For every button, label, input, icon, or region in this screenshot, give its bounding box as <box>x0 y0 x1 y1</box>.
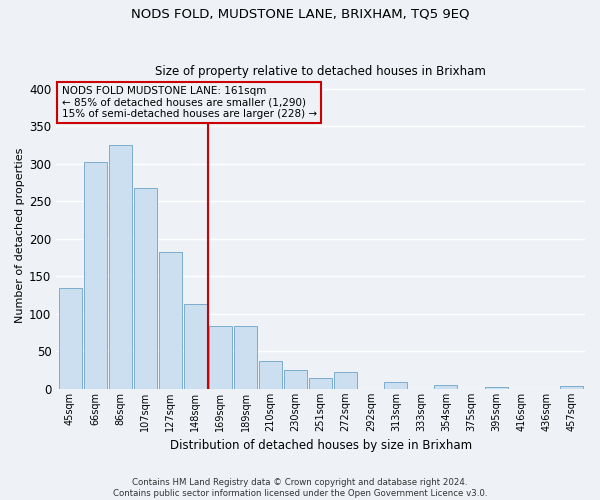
Text: Contains HM Land Registry data © Crown copyright and database right 2024.
Contai: Contains HM Land Registry data © Crown c… <box>113 478 487 498</box>
Bar <box>560 386 583 389</box>
Bar <box>485 388 508 389</box>
Y-axis label: Number of detached properties: Number of detached properties <box>15 148 25 322</box>
Title: Size of property relative to detached houses in Brixham: Size of property relative to detached ho… <box>155 66 486 78</box>
Bar <box>184 304 207 389</box>
Bar <box>159 252 182 389</box>
Bar <box>259 361 282 389</box>
Bar <box>134 188 157 389</box>
Bar <box>83 162 107 389</box>
Text: NODS FOLD MUDSTONE LANE: 161sqm
← 85% of detached houses are smaller (1,290)
15%: NODS FOLD MUDSTONE LANE: 161sqm ← 85% of… <box>62 86 317 119</box>
Bar <box>309 378 332 389</box>
Bar <box>334 372 357 389</box>
Bar <box>234 326 257 389</box>
Bar <box>59 288 82 389</box>
Bar <box>284 370 307 389</box>
Bar <box>384 382 407 389</box>
Text: NODS FOLD, MUDSTONE LANE, BRIXHAM, TQ5 9EQ: NODS FOLD, MUDSTONE LANE, BRIXHAM, TQ5 9… <box>131 8 469 20</box>
X-axis label: Distribution of detached houses by size in Brixham: Distribution of detached houses by size … <box>170 440 472 452</box>
Bar <box>209 326 232 389</box>
Bar <box>109 145 132 389</box>
Bar <box>434 385 457 389</box>
